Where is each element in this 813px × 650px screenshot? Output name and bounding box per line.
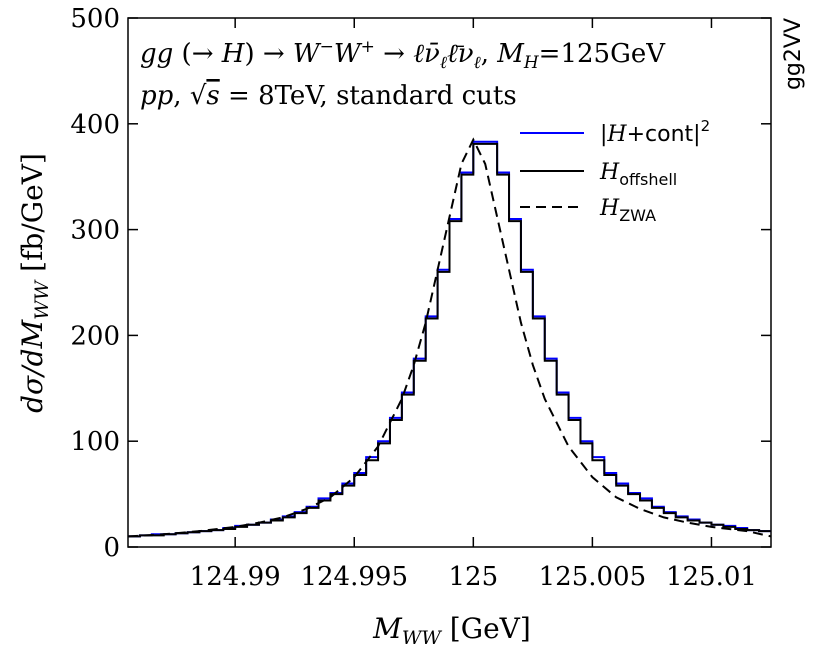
y-axis-title: dσ/dMWW [fb/GeV] bbox=[16, 153, 53, 413]
x-tick-label: 125.01 bbox=[666, 562, 757, 592]
tick-layer: 124.99 124.995 125 125.005 125.01 0 100 200 300 4… bbox=[70, 4, 771, 592]
series-line-1 bbox=[128, 142, 771, 538]
legend: |H+cont|2 Hoffshell HZWA bbox=[520, 117, 710, 225]
series-line-2 bbox=[128, 137, 771, 538]
y-tick-label: 100 bbox=[70, 427, 120, 457]
x-axis-title: MWW [GeV] bbox=[372, 612, 531, 649]
plot-frame bbox=[127, 17, 772, 548]
annotation-cuts: pp, √s = 8TeV, standard cuts bbox=[140, 81, 517, 111]
y-tick-label: 400 bbox=[70, 110, 120, 140]
x-tick-label: 124.99 bbox=[190, 562, 281, 592]
x-tick-label: 124.995 bbox=[300, 562, 408, 592]
side-label: gg2VV bbox=[781, 18, 806, 90]
y-tick-label: 300 bbox=[70, 216, 120, 246]
x-tick-label: 125 bbox=[448, 562, 498, 592]
y-tick-label: 500 bbox=[70, 4, 120, 34]
legend-label-h-cont: |H+cont|2 bbox=[600, 117, 710, 147]
legend-label-h-zwa: HZWA bbox=[599, 196, 656, 225]
x-tick-label: 125.005 bbox=[539, 562, 647, 592]
y-tick-label: 200 bbox=[70, 321, 120, 351]
series-layer bbox=[128, 137, 771, 538]
y-tick-label: 0 bbox=[103, 533, 120, 563]
legend-label-h-offshell: Hoffshell bbox=[599, 160, 677, 189]
series-line-0 bbox=[128, 140, 771, 538]
annotation-process: gg (→ H) → W−W+ → ℓν̄ℓℓ̄νℓ, MH=125GeV bbox=[140, 37, 666, 73]
